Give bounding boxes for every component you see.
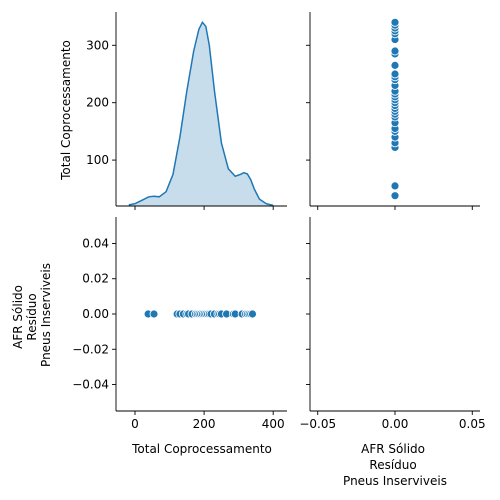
scatter-point (390, 69, 400, 79)
kde-line-total (128, 20, 274, 207)
y-axis-afr-tick-label: 0.02 (82, 272, 109, 286)
x-axis-label-afr-line-3: Pneus Inserviveis (343, 474, 447, 488)
y-axis-label-afr-line-1: AFR Sólido (11, 285, 25, 349)
scatter-panel-total-vs-afr (143, 309, 257, 319)
y-axis-total-tick-label: 300 (86, 38, 109, 52)
scatter-point (390, 60, 400, 70)
y-axis-afr-tick-label: 0.04 (82, 236, 109, 250)
y-axis-label-total: Total Coprocessamento (59, 40, 73, 181)
x-axis-total-tick-label: 200 (193, 417, 216, 431)
y-axis-total-tick-label: 200 (86, 96, 109, 110)
y-axis-total-tick-label: 100 (86, 153, 109, 167)
scatter-point (390, 17, 400, 27)
x-axis-label-afr-line-1: AFR Sólido (361, 442, 425, 456)
x-axis-label-total: Total Coprocessamento (131, 442, 272, 456)
scatter-point (390, 46, 400, 56)
y-axis-label-afr-line-3: Pneus Inserviveis (39, 263, 53, 367)
axes-layer: 100 200 300 0 200 400 −0.04 −0.02 0.00 0.02 0.04 −0… (72, 12, 486, 431)
x-axis-label-afr: AFR Sólido Resíduo Pneus Inserviveis (343, 442, 447, 488)
scatter-point (390, 191, 400, 201)
scatter-panel-afr-vs-total (390, 17, 400, 201)
kde-area-total (128, 22, 274, 206)
y-axis-afr-tick-label: −0.04 (72, 378, 109, 392)
scatter-point (390, 181, 400, 191)
x-axis-afr-tick-label: 0.05 (459, 417, 486, 431)
y-axis-afr-tick-label: −0.02 (72, 342, 109, 356)
x-axis-afr-tick-label: 0.00 (382, 417, 409, 431)
x-axis-label-afr-line-2: Resíduo (369, 458, 416, 472)
y-axis-afr-tick-label: 0.00 (82, 307, 109, 321)
x-axis-total-tick-label: 0 (131, 417, 139, 431)
x-axis-afr-tick-label: −0.05 (299, 417, 336, 431)
y-axis-label-afr-line-2: Resíduo (25, 293, 39, 340)
scatter-point (248, 309, 257, 319)
kde-panel-total (128, 20, 274, 207)
scatter-point (149, 309, 159, 319)
y-axis-label-afr: AFR Sólido Resíduo Pneus Inserviveis (11, 263, 53, 367)
x-axis-total-tick-label: 400 (262, 417, 285, 431)
